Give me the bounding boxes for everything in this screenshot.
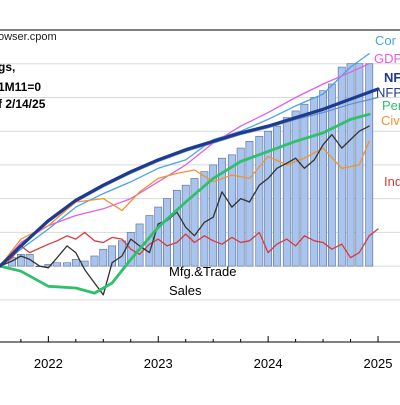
bar-20 xyxy=(190,178,199,267)
bar-29 xyxy=(273,125,281,267)
series-label-gdp: GDP xyxy=(374,51,400,66)
bar-12 xyxy=(118,240,126,267)
series-label-ind: Ind xyxy=(384,174,400,189)
bar-11 xyxy=(108,245,116,267)
bar-9 xyxy=(90,255,99,267)
bar-19 xyxy=(181,184,190,267)
annotation-line-2: Sales xyxy=(169,283,202,298)
series-line-ind xyxy=(0,228,379,267)
series-label-nf: NF xyxy=(384,70,400,85)
bar-2 xyxy=(25,254,34,267)
bar-4 xyxy=(44,264,53,267)
note-line-2: 1M11=0 xyxy=(0,80,41,94)
bar-32 xyxy=(300,103,309,267)
bar-24 xyxy=(227,154,236,267)
series-line-nf xyxy=(0,87,380,268)
series-line-gdp xyxy=(0,63,370,267)
bar-31 xyxy=(291,110,300,267)
series-label-per: Per xyxy=(382,98,400,113)
bar-layer xyxy=(8,63,374,268)
series-label-nfp: NFP xyxy=(376,85,400,100)
x-tick-label-2: 2024 xyxy=(254,356,283,371)
series-line-per xyxy=(0,112,371,295)
bar-17 xyxy=(163,198,171,267)
bar-28 xyxy=(264,130,273,267)
source-text: owser.cpom xyxy=(0,31,57,43)
line-layer xyxy=(0,52,380,296)
bar-30 xyxy=(282,117,291,267)
bar-16 xyxy=(154,206,163,267)
bar-6 xyxy=(63,262,71,267)
x-tick-label-3: 2025 xyxy=(364,356,393,371)
bar-37 xyxy=(346,63,355,267)
annotation-line-1: Mfg.&Trade xyxy=(169,264,236,279)
bar-35 xyxy=(327,83,336,267)
bar-26 xyxy=(245,141,254,267)
bar-27 xyxy=(255,135,264,267)
bar-21 xyxy=(200,171,209,267)
x-tick-label-1: 2023 xyxy=(144,356,173,371)
series-label-civ: Civ xyxy=(381,113,400,128)
series-label-cor: Cor xyxy=(375,33,397,48)
x-axis: 2022 2023 2024 2025 xyxy=(20,336,393,371)
bar-1 xyxy=(16,254,25,267)
note-line-3: f 2/14/25 xyxy=(0,97,46,111)
x-tick-label-0: 2022 xyxy=(34,356,63,371)
bar-23 xyxy=(218,157,226,267)
bar-10 xyxy=(99,248,108,267)
bar-5 xyxy=(53,262,62,267)
bar-25 xyxy=(236,147,245,267)
bar-34 xyxy=(319,90,327,267)
note-line-1: gs, xyxy=(0,60,15,74)
bar-18 xyxy=(173,189,181,267)
bar-36 xyxy=(337,66,346,267)
series-line-mfg-trade-sales xyxy=(0,125,370,296)
bar-7 xyxy=(71,259,80,267)
label-layer: Cor GDP NFNFPPerCiv Ind xyxy=(374,33,400,189)
